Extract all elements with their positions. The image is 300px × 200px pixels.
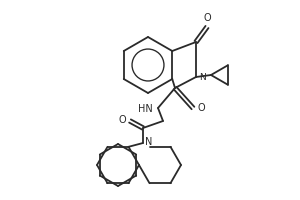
Text: O: O <box>118 115 126 125</box>
Text: HN: HN <box>138 104 153 114</box>
Text: N: N <box>199 73 206 82</box>
Text: O: O <box>203 13 211 23</box>
Text: O: O <box>197 103 205 113</box>
Text: N: N <box>145 137 152 147</box>
